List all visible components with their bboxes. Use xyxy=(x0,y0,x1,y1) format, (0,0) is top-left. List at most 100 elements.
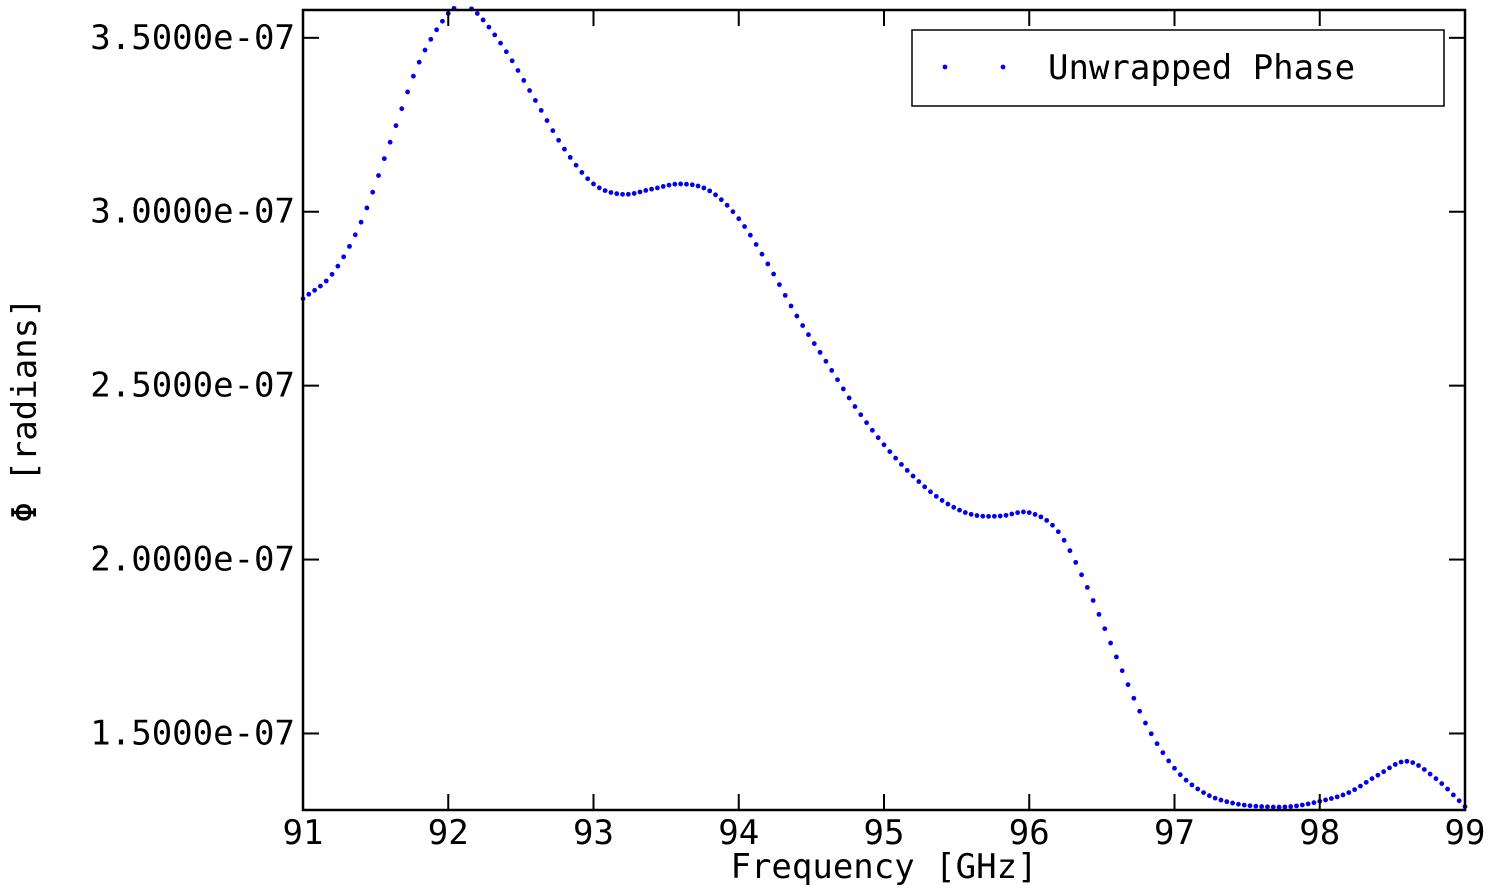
data-point xyxy=(1299,802,1305,808)
data-point xyxy=(852,404,858,409)
data-point xyxy=(1392,762,1398,767)
y-tick-label: 1.5000e-07 xyxy=(90,713,295,753)
data-point xyxy=(1224,799,1230,805)
data-point xyxy=(1416,763,1421,768)
x-tick-label: 97 xyxy=(1154,813,1195,853)
data-point xyxy=(1421,767,1427,772)
legend-marker-dot xyxy=(1000,64,1006,70)
data-point xyxy=(991,513,997,519)
data-point xyxy=(922,484,928,490)
data-point xyxy=(573,162,579,168)
data-point xyxy=(928,489,933,495)
data-point xyxy=(794,313,800,319)
data-point xyxy=(655,185,660,191)
data-point xyxy=(968,511,974,517)
data-point xyxy=(1073,559,1079,565)
data-point xyxy=(951,504,957,510)
data-point xyxy=(875,435,881,441)
data-point xyxy=(434,27,440,33)
data-point xyxy=(1177,772,1183,778)
data-point xyxy=(1131,695,1137,701)
data-point xyxy=(713,192,718,198)
data-point xyxy=(1276,804,1282,810)
data-point xyxy=(1387,765,1392,771)
data-point xyxy=(1044,517,1050,523)
data-point xyxy=(1363,779,1369,785)
data-point xyxy=(364,205,370,211)
data-point xyxy=(753,242,759,247)
data-point xyxy=(962,510,968,515)
data-point xyxy=(503,49,509,55)
legend-box xyxy=(911,29,1445,107)
data-point xyxy=(747,232,753,238)
data-point xyxy=(666,182,672,188)
data-point xyxy=(1079,572,1084,578)
data-point xyxy=(620,191,625,197)
data-point xyxy=(887,449,893,454)
data-point xyxy=(341,254,347,260)
data-point xyxy=(765,261,771,267)
data-point xyxy=(672,181,678,187)
data-point xyxy=(498,40,503,46)
data-point xyxy=(1241,802,1247,808)
data-point xyxy=(817,349,823,355)
data-point xyxy=(562,146,567,152)
x-tick-label: 94 xyxy=(718,813,759,853)
legend-marker-dot xyxy=(942,64,948,70)
data-point xyxy=(1230,800,1235,806)
data-point xyxy=(480,17,486,23)
data-point xyxy=(1090,598,1096,603)
data-point xyxy=(381,156,387,162)
data-point xyxy=(800,323,806,328)
data-point xyxy=(318,283,323,289)
data-point xyxy=(509,58,515,64)
plot-frame xyxy=(301,8,1467,812)
data-point xyxy=(335,263,341,269)
data-point xyxy=(980,513,986,519)
data-point xyxy=(1328,796,1334,801)
data-point xyxy=(1148,731,1154,737)
data-point xyxy=(899,462,904,467)
data-point xyxy=(1253,803,1259,809)
data-point xyxy=(689,182,695,188)
y-axis-title: Φ [radians] xyxy=(5,297,45,522)
data-point xyxy=(1137,708,1143,714)
data-point xyxy=(1311,800,1317,806)
data-point xyxy=(515,68,521,73)
data-point xyxy=(1294,803,1299,809)
data-point xyxy=(329,271,335,277)
data-point xyxy=(1050,522,1055,528)
data-point xyxy=(1183,777,1189,783)
data-point xyxy=(701,185,707,191)
data-point xyxy=(1206,793,1212,799)
data-point xyxy=(492,32,498,38)
data-point xyxy=(410,73,416,79)
data-point xyxy=(1195,786,1201,792)
data-point xyxy=(1084,584,1090,590)
data-point xyxy=(858,412,864,418)
data-point xyxy=(736,216,742,222)
data-point xyxy=(608,190,614,195)
data-point xyxy=(1003,512,1009,518)
data-point xyxy=(649,186,654,192)
data-point xyxy=(585,176,591,182)
data-point xyxy=(1143,720,1148,726)
data-point xyxy=(1259,804,1265,809)
data-point xyxy=(840,386,846,392)
data-point xyxy=(933,493,939,499)
data-point xyxy=(678,181,684,187)
data-point xyxy=(718,197,724,203)
data-point xyxy=(1358,783,1363,789)
axis-ticks-layer: 91 92 93 94 95 96 97 98 99 1.5000e-07 2.0000e-07 2.… xyxy=(90,10,1485,853)
data-point xyxy=(1450,792,1456,798)
data-point xyxy=(1410,760,1416,766)
data-point xyxy=(614,191,620,197)
data-point xyxy=(376,173,381,178)
data-point xyxy=(1352,787,1358,793)
data-point xyxy=(1398,759,1404,765)
data-point xyxy=(602,188,608,193)
data-point xyxy=(1247,803,1253,809)
data-point xyxy=(323,278,329,284)
data-point xyxy=(1346,790,1352,796)
